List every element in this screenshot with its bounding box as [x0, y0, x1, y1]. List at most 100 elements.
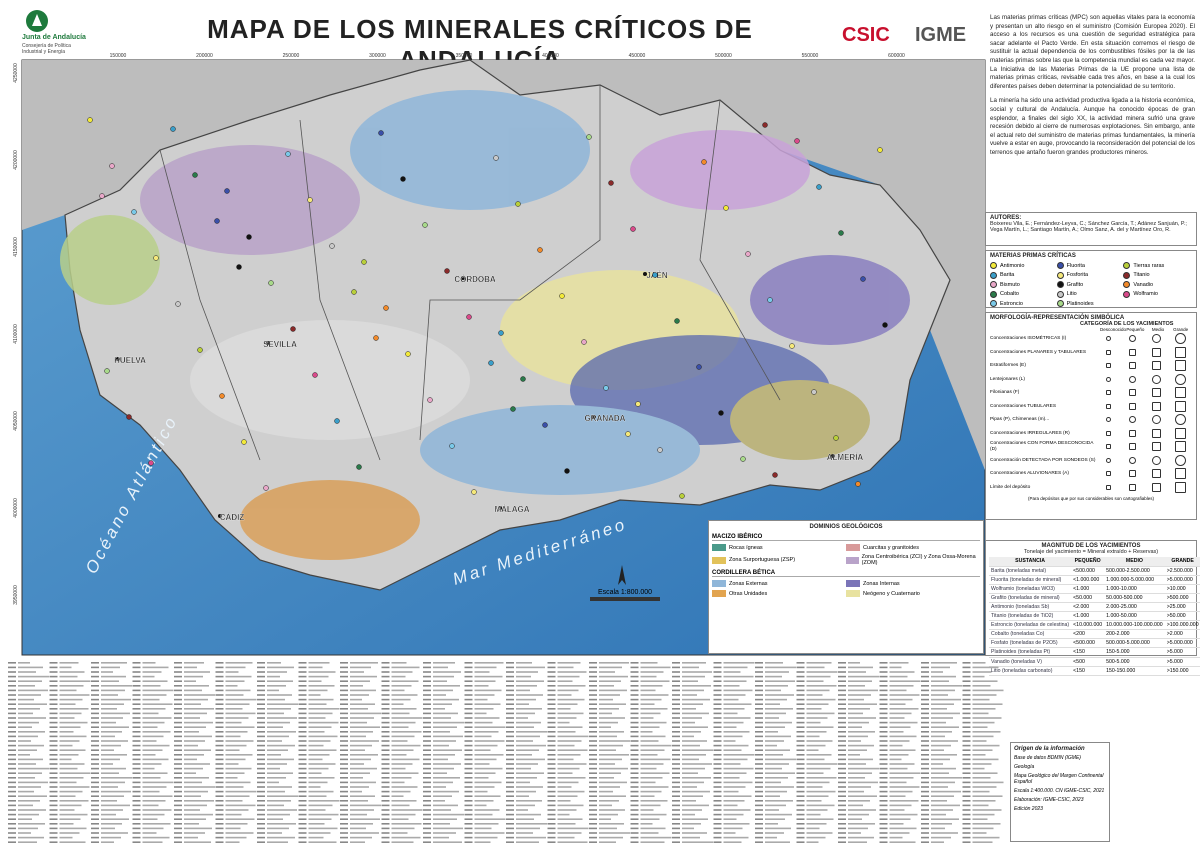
- index-entry: [682, 767, 705, 770]
- index-entry: [557, 680, 573, 682]
- index-entry: [423, 744, 431, 747]
- morphology-symbol: [1174, 387, 1186, 399]
- index-entry: [91, 832, 99, 834]
- index-entry: [340, 685, 348, 687]
- index-entry: [765, 749, 790, 751]
- index-entry: [889, 726, 911, 728]
- index-entry: [142, 841, 163, 843]
- index-entry: [298, 717, 307, 719]
- index-entry: [796, 708, 805, 710]
- index-entry: [557, 726, 583, 728]
- index-entry: [879, 777, 888, 779]
- index-entry: [848, 823, 875, 825]
- index-entry: [381, 694, 390, 696]
- index-entry: [18, 694, 41, 696]
- index-entry: [599, 731, 624, 733]
- index-entry: [599, 698, 613, 701]
- index-entry: [806, 749, 819, 751]
- index-entry: [132, 804, 141, 807]
- index-entry: [381, 763, 390, 765]
- deposit-symbol: [510, 406, 516, 412]
- index-entry: [599, 818, 611, 820]
- magnitude-cell: <150: [1071, 647, 1105, 658]
- domain-item: Zona Centroibérica (ZCI) y Zona Ossa-Mor…: [846, 554, 980, 566]
- index-entry: [174, 721, 182, 724]
- index-entry: [215, 685, 224, 687]
- index-entry: [972, 795, 1003, 797]
- index-entry: [49, 680, 58, 682]
- index-entry: [49, 758, 58, 761]
- index-entry: [433, 754, 455, 756]
- index-entry: [257, 708, 265, 710]
- deposit-symbol: [794, 138, 800, 144]
- index-entry: [8, 712, 16, 715]
- index-entry: [547, 685, 556, 687]
- index-entry: [755, 671, 763, 673]
- index-entry: [547, 712, 556, 715]
- index-entry: [132, 717, 141, 719]
- mineral-swatch: [1123, 281, 1131, 289]
- index-entry: [225, 836, 247, 839]
- index-entry: [298, 694, 307, 696]
- index-entry: [682, 671, 712, 673]
- deposit-symbol: [608, 180, 614, 186]
- y-coord: 4250000: [13, 63, 19, 83]
- index-entry: [391, 721, 416, 724]
- deposit-symbol: [427, 397, 433, 403]
- index-entry: [174, 827, 182, 830]
- index-entry: [174, 680, 182, 682]
- index-entry: [59, 735, 87, 738]
- index-entry: [921, 809, 929, 811]
- index-entry: [672, 800, 680, 802]
- index-entry: [931, 694, 948, 696]
- deposit-symbol: [564, 468, 570, 474]
- index-entry: [433, 712, 458, 715]
- index-entry: [184, 685, 209, 687]
- index-entry: [599, 827, 617, 830]
- index-entry: [962, 744, 971, 747]
- index-entry: [215, 795, 224, 797]
- index-entry: [723, 790, 739, 793]
- index-entry: [474, 712, 487, 715]
- index-entry: [672, 685, 680, 687]
- index-entry: [682, 698, 710, 701]
- index-entry: [682, 712, 709, 715]
- index-entry: [267, 777, 286, 779]
- index-entry: [682, 717, 702, 719]
- index-entry: [962, 666, 971, 669]
- index-entry: [848, 717, 876, 719]
- index-entry: [267, 685, 286, 687]
- index-entry: [257, 790, 265, 793]
- index-entry: [91, 758, 99, 761]
- index-entry: [257, 827, 265, 830]
- index-entry: [713, 712, 722, 715]
- index-entry: [630, 703, 639, 705]
- mineral-label: Tierras raras: [1133, 262, 1165, 269]
- index-entry: [557, 800, 571, 802]
- index-entry: [723, 680, 747, 682]
- mineral-swatch: [1056, 271, 1064, 279]
- morphology-column: Pequeño: [1126, 327, 1145, 332]
- index-entry: [672, 827, 680, 830]
- index-entry: [91, 790, 99, 793]
- index-entry: [423, 731, 431, 733]
- index-entry: [547, 823, 556, 825]
- index-entry: [308, 786, 321, 788]
- mineral-label: Fluorita: [1066, 262, 1085, 269]
- index-entry: [713, 666, 722, 669]
- index-entry: [225, 689, 251, 692]
- deposit-symbol: [493, 155, 499, 161]
- magnitude-cell: Barita (toneladas metal): [989, 566, 1072, 576]
- index-entry: [267, 832, 282, 834]
- index-entry: [18, 823, 45, 825]
- index-entry: [765, 809, 779, 811]
- magnitude-cell: Litio (toneladas carbonato): [989, 666, 1072, 676]
- index-entry: [381, 735, 390, 738]
- index-entry: [215, 698, 224, 701]
- sources: Origen de la información Base de datos B…: [1010, 742, 1110, 842]
- index-entry: [142, 744, 170, 747]
- index-entry: [931, 662, 957, 664]
- index-entry: [516, 836, 546, 839]
- index-entry: [962, 685, 971, 687]
- index-entry: [391, 795, 404, 797]
